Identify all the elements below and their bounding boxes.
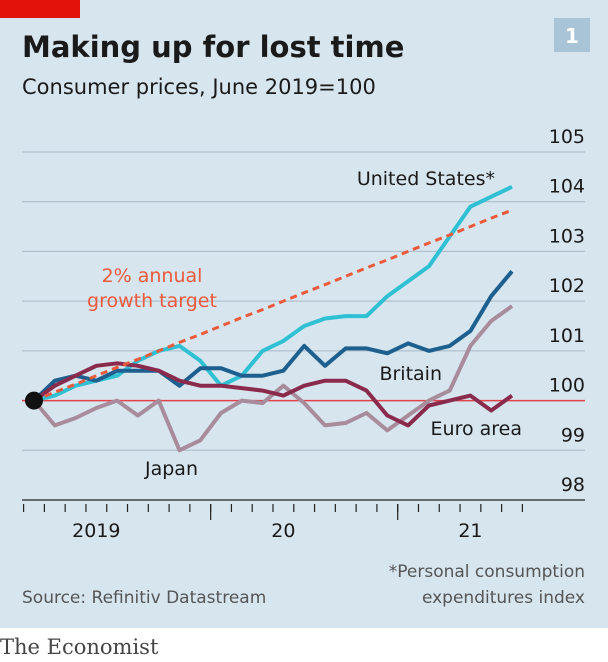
- chart-subtitle: Consumer prices, June 2019=100: [22, 75, 376, 99]
- start-dot: [25, 391, 43, 410]
- series-line: [32, 361, 514, 428]
- x-tick-label: 20: [271, 520, 295, 542]
- target-label: growth target: [87, 290, 217, 312]
- badge: 1: [565, 24, 579, 48]
- y-tick-label: 102: [549, 275, 585, 297]
- series-line: [33, 184, 513, 403]
- series-label: United States*: [357, 168, 495, 190]
- target-label: 2% annual: [102, 265, 203, 287]
- y-tick-label: 105: [549, 126, 585, 148]
- series-label: Japan: [144, 458, 198, 480]
- badge-box: [554, 18, 590, 52]
- background: [0, 0, 608, 628]
- chart-title: Making up for lost time: [22, 30, 404, 64]
- series-line: [32, 270, 514, 403]
- x-tick-label: 21: [458, 520, 482, 542]
- footnote: expenditures index: [422, 588, 585, 608]
- x-tick-label: 2019: [72, 520, 120, 542]
- brand: The Economist: [0, 635, 159, 659]
- y-tick-label: 98: [561, 474, 585, 496]
- y-tick-label: 99: [561, 424, 585, 446]
- footnote: *Personal consumption: [389, 562, 585, 582]
- series-label: Euro area: [431, 418, 522, 440]
- series-label: Britain: [379, 363, 442, 385]
- y-tick-label: 101: [549, 325, 585, 347]
- source: Source: Refinitiv Datastream: [22, 588, 266, 608]
- y-tick-label: 103: [549, 225, 585, 247]
- red-tab: [0, 0, 80, 18]
- y-tick-label: 100: [549, 375, 585, 397]
- y-tick-label: 104: [549, 176, 585, 198]
- target-line: [33, 208, 513, 402]
